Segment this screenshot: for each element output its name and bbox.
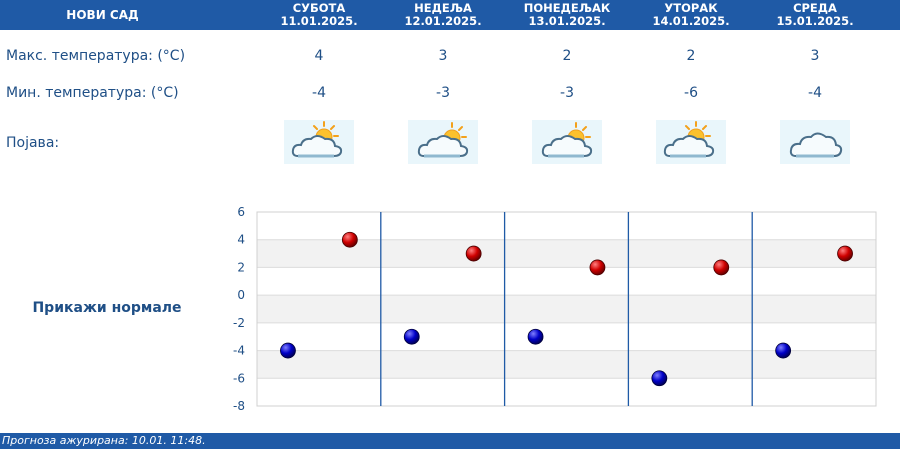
day-name: СРЕДА (793, 1, 837, 15)
day-date: 15.01.2025. (776, 14, 854, 28)
chart-border (256, 211, 877, 407)
y-tick-label: 0 (237, 288, 245, 302)
y-tick-label: 4 (237, 233, 245, 247)
max-temp-value: 2 (562, 48, 572, 64)
day-header: СРЕДА 15.01.2025. (753, 2, 877, 28)
min-temp-point (280, 342, 296, 359)
update-text: Прогноза ажурирана: 10.01. 11:48. (2, 434, 206, 447)
day-date: 11.01.2025. (280, 14, 358, 28)
max-temp-point (589, 259, 606, 276)
day-name: УТОРАК (664, 1, 718, 15)
day-name: НЕДЕЉА (414, 1, 472, 15)
min-temp-point (527, 328, 544, 345)
phenomenon-label: Појава: (6, 135, 60, 151)
day-header: ПОНЕДЕЉАК 13.01.2025. (505, 2, 629, 28)
y-tick-label: 6 (237, 205, 245, 219)
y-tick-label: -2 (233, 316, 245, 330)
min-temp-value: -6 (684, 85, 698, 101)
partly-cloudy-icon (408, 120, 478, 164)
forecast-header: НОВИ САД СУБОТА 11.01.2025. НЕДЕЉА 12.01… (0, 0, 900, 30)
day-header: УТОРАК 14.01.2025. (629, 2, 753, 28)
y-tick-label: -6 (233, 371, 245, 385)
min-temp-point (775, 342, 792, 359)
min-temp-point (403, 328, 420, 345)
max-temp-value: 2 (686, 48, 696, 64)
max-temp-value: 3 (438, 48, 448, 64)
min-temp-value: -3 (436, 85, 450, 101)
min-temp-point (651, 370, 668, 387)
day-date: 14.01.2025. (652, 14, 730, 28)
max-temp-point (837, 245, 853, 262)
max-temp-point (713, 259, 730, 276)
min-temp-label: Мин. температура: (°C) (6, 85, 179, 101)
max-temp-value: 4 (314, 48, 324, 64)
day-name: ПОНЕДЕЉАК (523, 1, 611, 15)
cloudy-icon (780, 120, 850, 164)
y-tick-label: -8 (233, 399, 245, 413)
day-header: НЕДЕЉА 12.01.2025. (381, 2, 505, 28)
day-header: СУБОТА 11.01.2025. (257, 2, 381, 28)
update-footer: Прогноза ажурирана: 10.01. 11:48. (0, 433, 900, 449)
chart-band (257, 350, 876, 379)
temperature-chart: 6 4 2 0 -2 -4 -6 -8 (233, 205, 877, 413)
chart-band (257, 295, 876, 323)
day-date: 13.01.2025. (528, 14, 606, 28)
max-temp-value: 3 (810, 48, 820, 64)
day-name: СУБОТА (292, 1, 346, 15)
min-temp-value: -3 (560, 85, 574, 101)
max-temp-point (465, 245, 482, 262)
partly-cloudy-icon (656, 120, 726, 164)
y-tick-label: -4 (233, 344, 245, 358)
min-temp-value: -4 (808, 85, 822, 101)
show-normals-link[interactable]: Прикажи нормале (32, 300, 182, 316)
max-temp-point (341, 231, 358, 248)
chart-band (257, 239, 876, 268)
partly-cloudy-icon (532, 120, 602, 164)
max-temp-label: Макс. температура: (°C) (6, 48, 186, 64)
min-temp-value: -4 (312, 85, 326, 101)
partly-cloudy-icon (284, 120, 354, 164)
y-tick-label: 2 (237, 260, 245, 274)
city-name: НОВИ САД (66, 8, 139, 22)
day-date: 12.01.2025. (404, 14, 482, 28)
